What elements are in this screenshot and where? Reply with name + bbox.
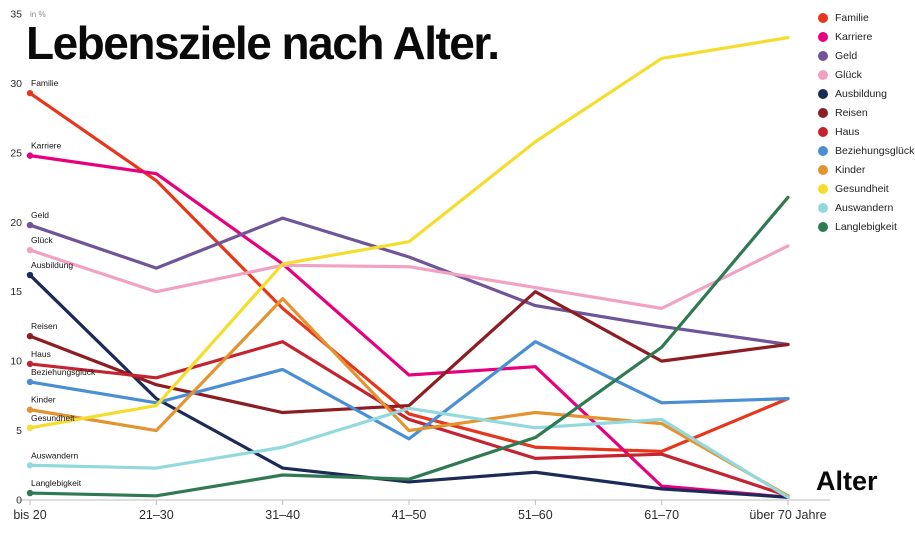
series-line-geld — [28, 216, 790, 347]
legend-item: Karriere — [818, 32, 914, 42]
series-start-label: Glück — [31, 235, 53, 245]
y-tick-label: 20 — [10, 217, 22, 229]
series-line-langlebigkeit — [28, 195, 790, 498]
legend-item: Geld — [818, 51, 914, 61]
legend-item: Langlebigkeit — [818, 222, 914, 232]
series-line-kinder — [28, 297, 790, 498]
series-line-auswandern — [28, 406, 790, 499]
y-tick-label: 25 — [10, 147, 22, 159]
series-start-label: Beziehungsglück — [31, 367, 96, 377]
series-start-label: Gesundheit — [31, 413, 75, 423]
series-line-reisen — [28, 290, 790, 415]
legend-item: Gesundheit — [818, 184, 914, 194]
series-line-beziehungsglück — [28, 340, 790, 441]
legend-dot — [818, 222, 828, 232]
series-start-label: Kinder — [31, 395, 56, 405]
series-start-label: Ausbildung — [31, 260, 73, 270]
legend-label: Haus — [835, 126, 860, 138]
series-start-dot — [26, 378, 34, 386]
x-tick-label: 61–70 — [644, 508, 679, 522]
legend-item: Beziehungsglück — [818, 146, 914, 156]
legend-item: Reisen — [818, 108, 914, 118]
legend-dot — [818, 32, 828, 42]
series-start-dot — [26, 89, 34, 97]
legend-item: Ausbildung — [818, 89, 914, 99]
x-tick-label: 31–40 — [265, 508, 300, 522]
series-start-dot — [26, 489, 34, 497]
series-start-dot — [26, 424, 34, 431]
legend-dot — [818, 165, 828, 175]
legend-dot — [818, 127, 828, 137]
series-line-ausbildung — [28, 273, 790, 499]
legend-dot — [818, 184, 828, 194]
legend-item: Familie — [818, 13, 914, 23]
x-axis-title: Alter — [816, 466, 878, 496]
legend-item: Kinder — [818, 165, 914, 175]
y-tick-label: 10 — [10, 356, 22, 368]
legend-label: Ausbildung — [835, 88, 887, 100]
legend-item: Haus — [818, 127, 914, 137]
series-line-familie — [28, 91, 790, 453]
series-start-dot — [26, 152, 34, 159]
series-start-dot — [26, 221, 34, 229]
legend-label: Geld — [835, 50, 858, 62]
legend-item: Glück — [818, 70, 914, 80]
series-start-dot — [26, 360, 34, 368]
y-tick-label: 15 — [10, 286, 22, 298]
legend-label: Auswandern — [835, 202, 894, 214]
series-start-dot — [26, 406, 34, 413]
series-line-haus — [28, 340, 790, 498]
x-tick-label: 21–30 — [139, 508, 174, 522]
legend-dot — [818, 13, 828, 23]
legend-label: Familie — [835, 12, 869, 24]
series-start-label: Karriere — [31, 141, 62, 151]
series-start-label: Langlebigkeit — [31, 478, 82, 488]
legend-item: Auswandern — [818, 203, 914, 213]
y-tick-label: 5 — [16, 425, 22, 437]
legend-label: Karriere — [835, 31, 873, 43]
legend-label: Beziehungsglück — [835, 145, 915, 157]
x-tick-label: 51–60 — [518, 508, 553, 522]
series-start-label: Familie — [31, 78, 59, 88]
x-tick-label: bis 20 — [13, 508, 46, 522]
series-start-label: Haus — [31, 349, 51, 359]
series-start-dot — [26, 332, 34, 340]
series-start-dot — [26, 271, 34, 279]
series-start-label: Geld — [31, 210, 49, 220]
legend: Familie Karriere Geld Glück Ausbildung Reisen… — [818, 13, 914, 232]
y-tick-label: 30 — [10, 78, 22, 90]
series-line-karriere — [28, 154, 790, 499]
series-start-label: Reisen — [31, 321, 58, 331]
legend-label: Langlebigkeit — [835, 221, 897, 233]
legend-label: Gesundheit — [835, 183, 889, 195]
series-line-gesundheit — [28, 36, 790, 430]
legend-dot — [818, 51, 828, 61]
y-axis-unit-label: in % — [30, 10, 46, 19]
chart-title: Lebensziele nach Alter. — [26, 17, 500, 69]
legend-label: Kinder — [835, 164, 866, 176]
legend-label: Reisen — [835, 107, 868, 119]
series-line-glück — [28, 244, 790, 310]
legend-dot — [818, 89, 828, 99]
legend-dot — [818, 203, 828, 213]
legend-label: Glück — [835, 69, 862, 81]
legend-dot — [818, 146, 828, 156]
x-tick-label: 41–50 — [392, 508, 427, 522]
series-start-dot — [26, 246, 34, 254]
legend-dot — [818, 70, 828, 80]
legend-dot — [818, 108, 828, 118]
series-start-dot — [26, 462, 34, 469]
y-tick-label: 0 — [16, 495, 22, 507]
x-tick-label: über 70 Jahre — [749, 508, 826, 522]
y-tick-label: 35 — [10, 9, 22, 21]
series-start-label: Auswandern — [31, 450, 79, 460]
